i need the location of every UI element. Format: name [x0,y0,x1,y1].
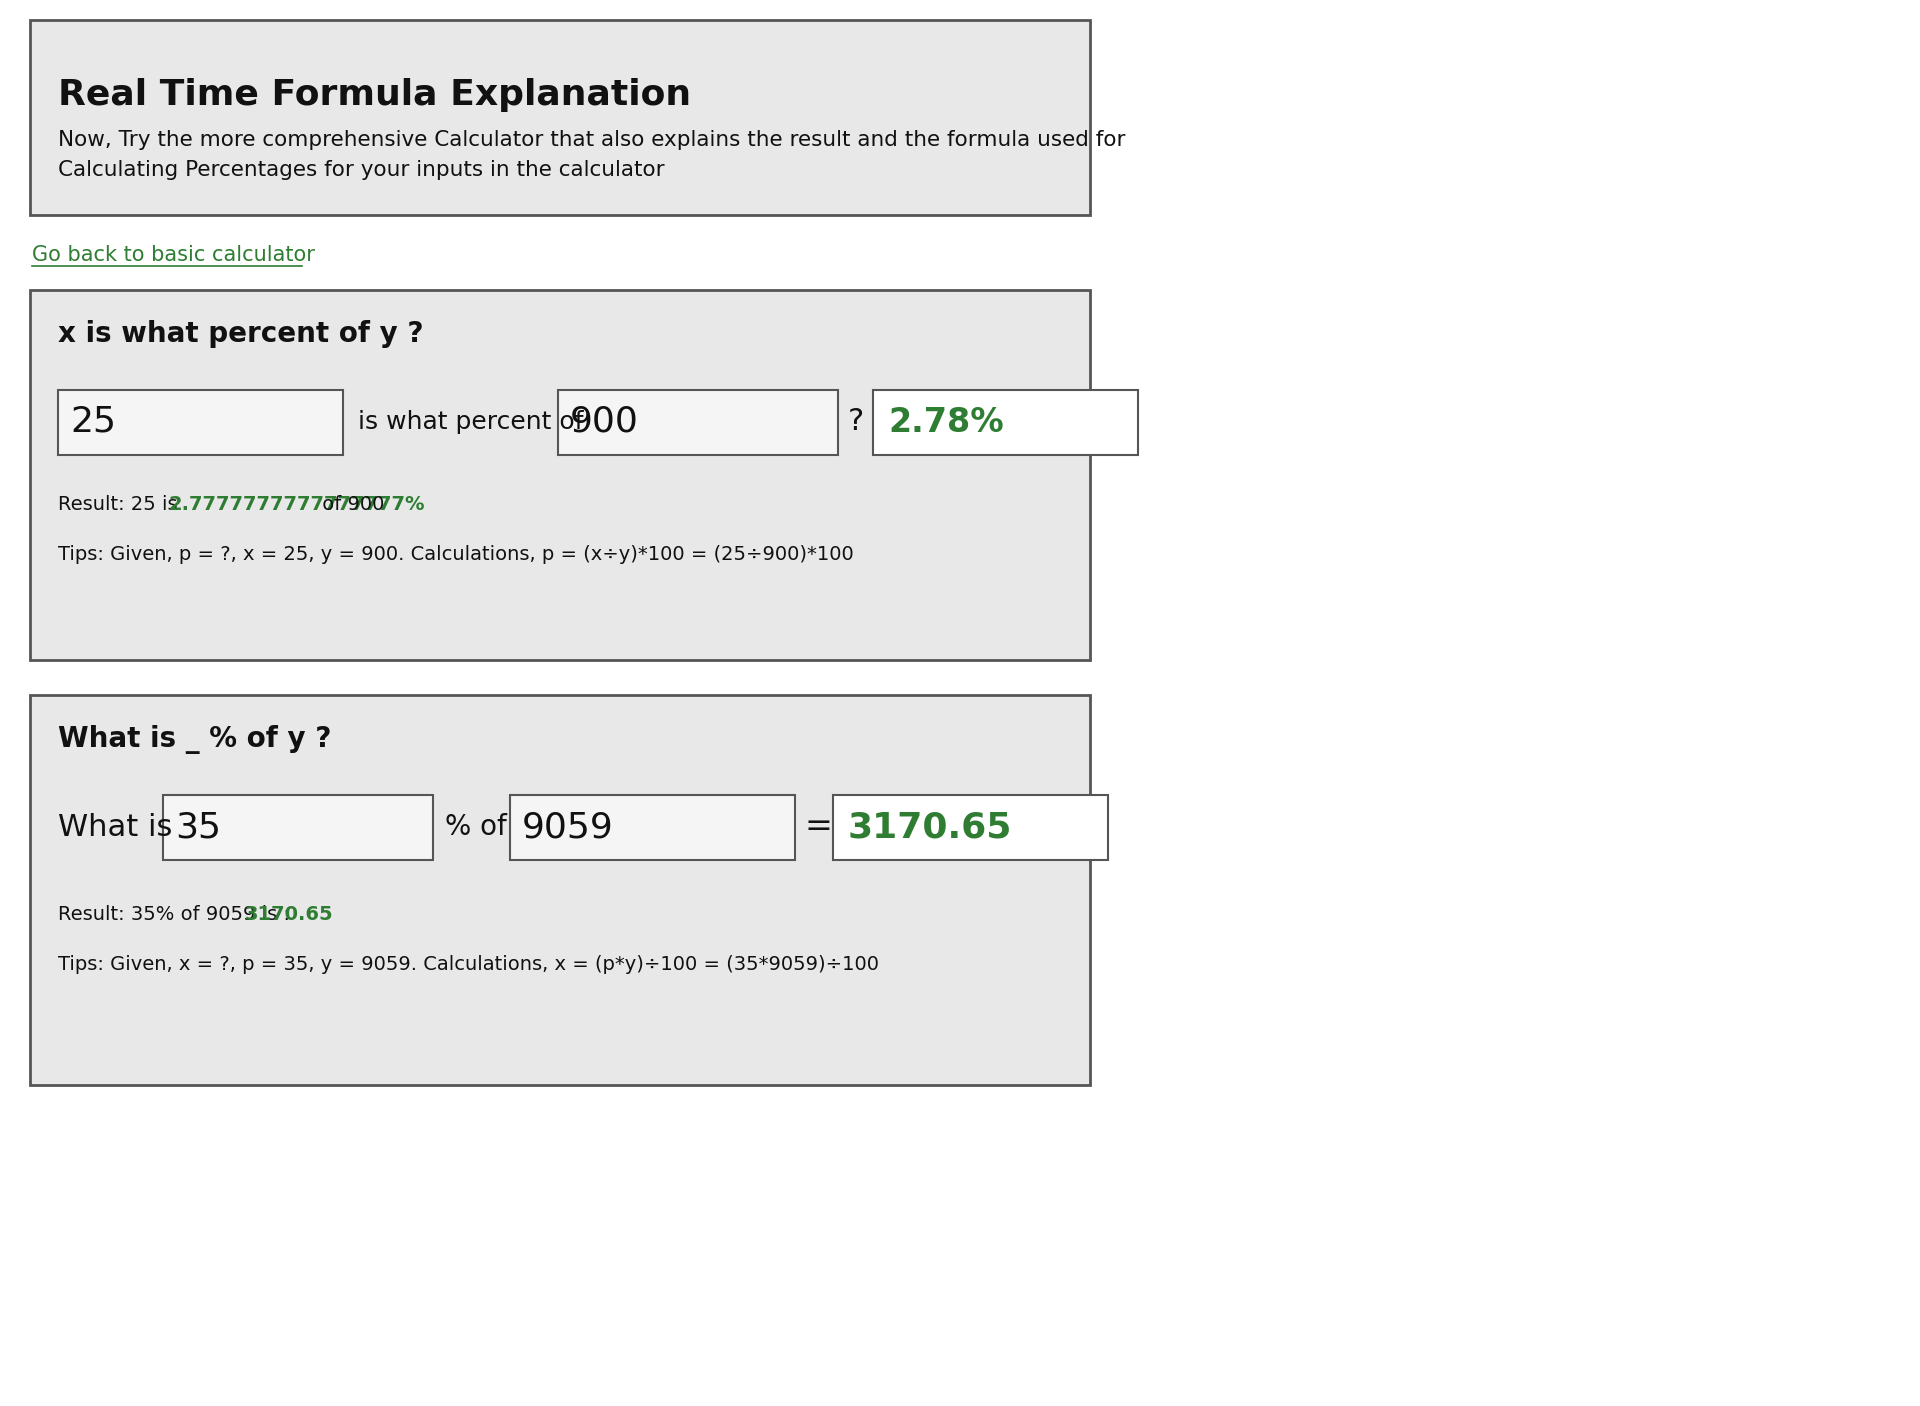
Text: % of: % of [445,813,507,841]
Text: Tips: Given, p = ?, x = 25, y = 900. Calculations, p = (x÷y)*100 = (25÷900)*100: Tips: Given, p = ?, x = 25, y = 900. Cal… [58,546,854,564]
Text: Real Time Formula Explanation: Real Time Formula Explanation [58,77,691,112]
Text: 900: 900 [570,405,639,439]
Text: of 900: of 900 [317,495,384,515]
Text: 25: 25 [69,405,115,439]
Text: 35: 35 [175,810,221,844]
Text: =: = [804,810,833,844]
Text: 3170.65: 3170.65 [246,905,334,924]
Text: What is _ % of y ?: What is _ % of y ? [58,725,332,754]
FancyBboxPatch shape [559,389,837,456]
Text: 3170.65: 3170.65 [849,810,1012,844]
Text: 9059: 9059 [522,810,614,844]
Text: What is: What is [58,813,173,842]
Text: 2.78%: 2.78% [887,405,1004,439]
FancyBboxPatch shape [833,794,1108,860]
Text: Tips: Given, x = ?, p = 35, y = 9059. Calculations, x = (p*y)÷100 = (35*9059)÷10: Tips: Given, x = ?, p = 35, y = 9059. Ca… [58,955,879,974]
Text: ?: ? [849,408,864,436]
FancyBboxPatch shape [58,389,344,456]
FancyBboxPatch shape [163,794,434,860]
Text: Now, Try the more comprehensive Calculator that also explains the result and the: Now, Try the more comprehensive Calculat… [58,129,1125,150]
Text: Result: 35% of 9059 is :: Result: 35% of 9059 is : [58,905,296,924]
Text: x is what percent of y ?: x is what percent of y ? [58,321,424,349]
Text: Result: 25 is: Result: 25 is [58,495,184,515]
FancyBboxPatch shape [511,794,795,860]
FancyBboxPatch shape [31,290,1091,659]
Text: 2.7777777777777777%: 2.7777777777777777% [169,495,424,515]
FancyBboxPatch shape [31,20,1091,215]
FancyBboxPatch shape [31,695,1091,1085]
FancyBboxPatch shape [874,389,1139,456]
Text: is what percent of: is what percent of [357,411,584,434]
Text: Calculating Percentages for your inputs in the calculator: Calculating Percentages for your inputs … [58,160,664,180]
Text: Go back to basic calculator: Go back to basic calculator [33,245,315,264]
